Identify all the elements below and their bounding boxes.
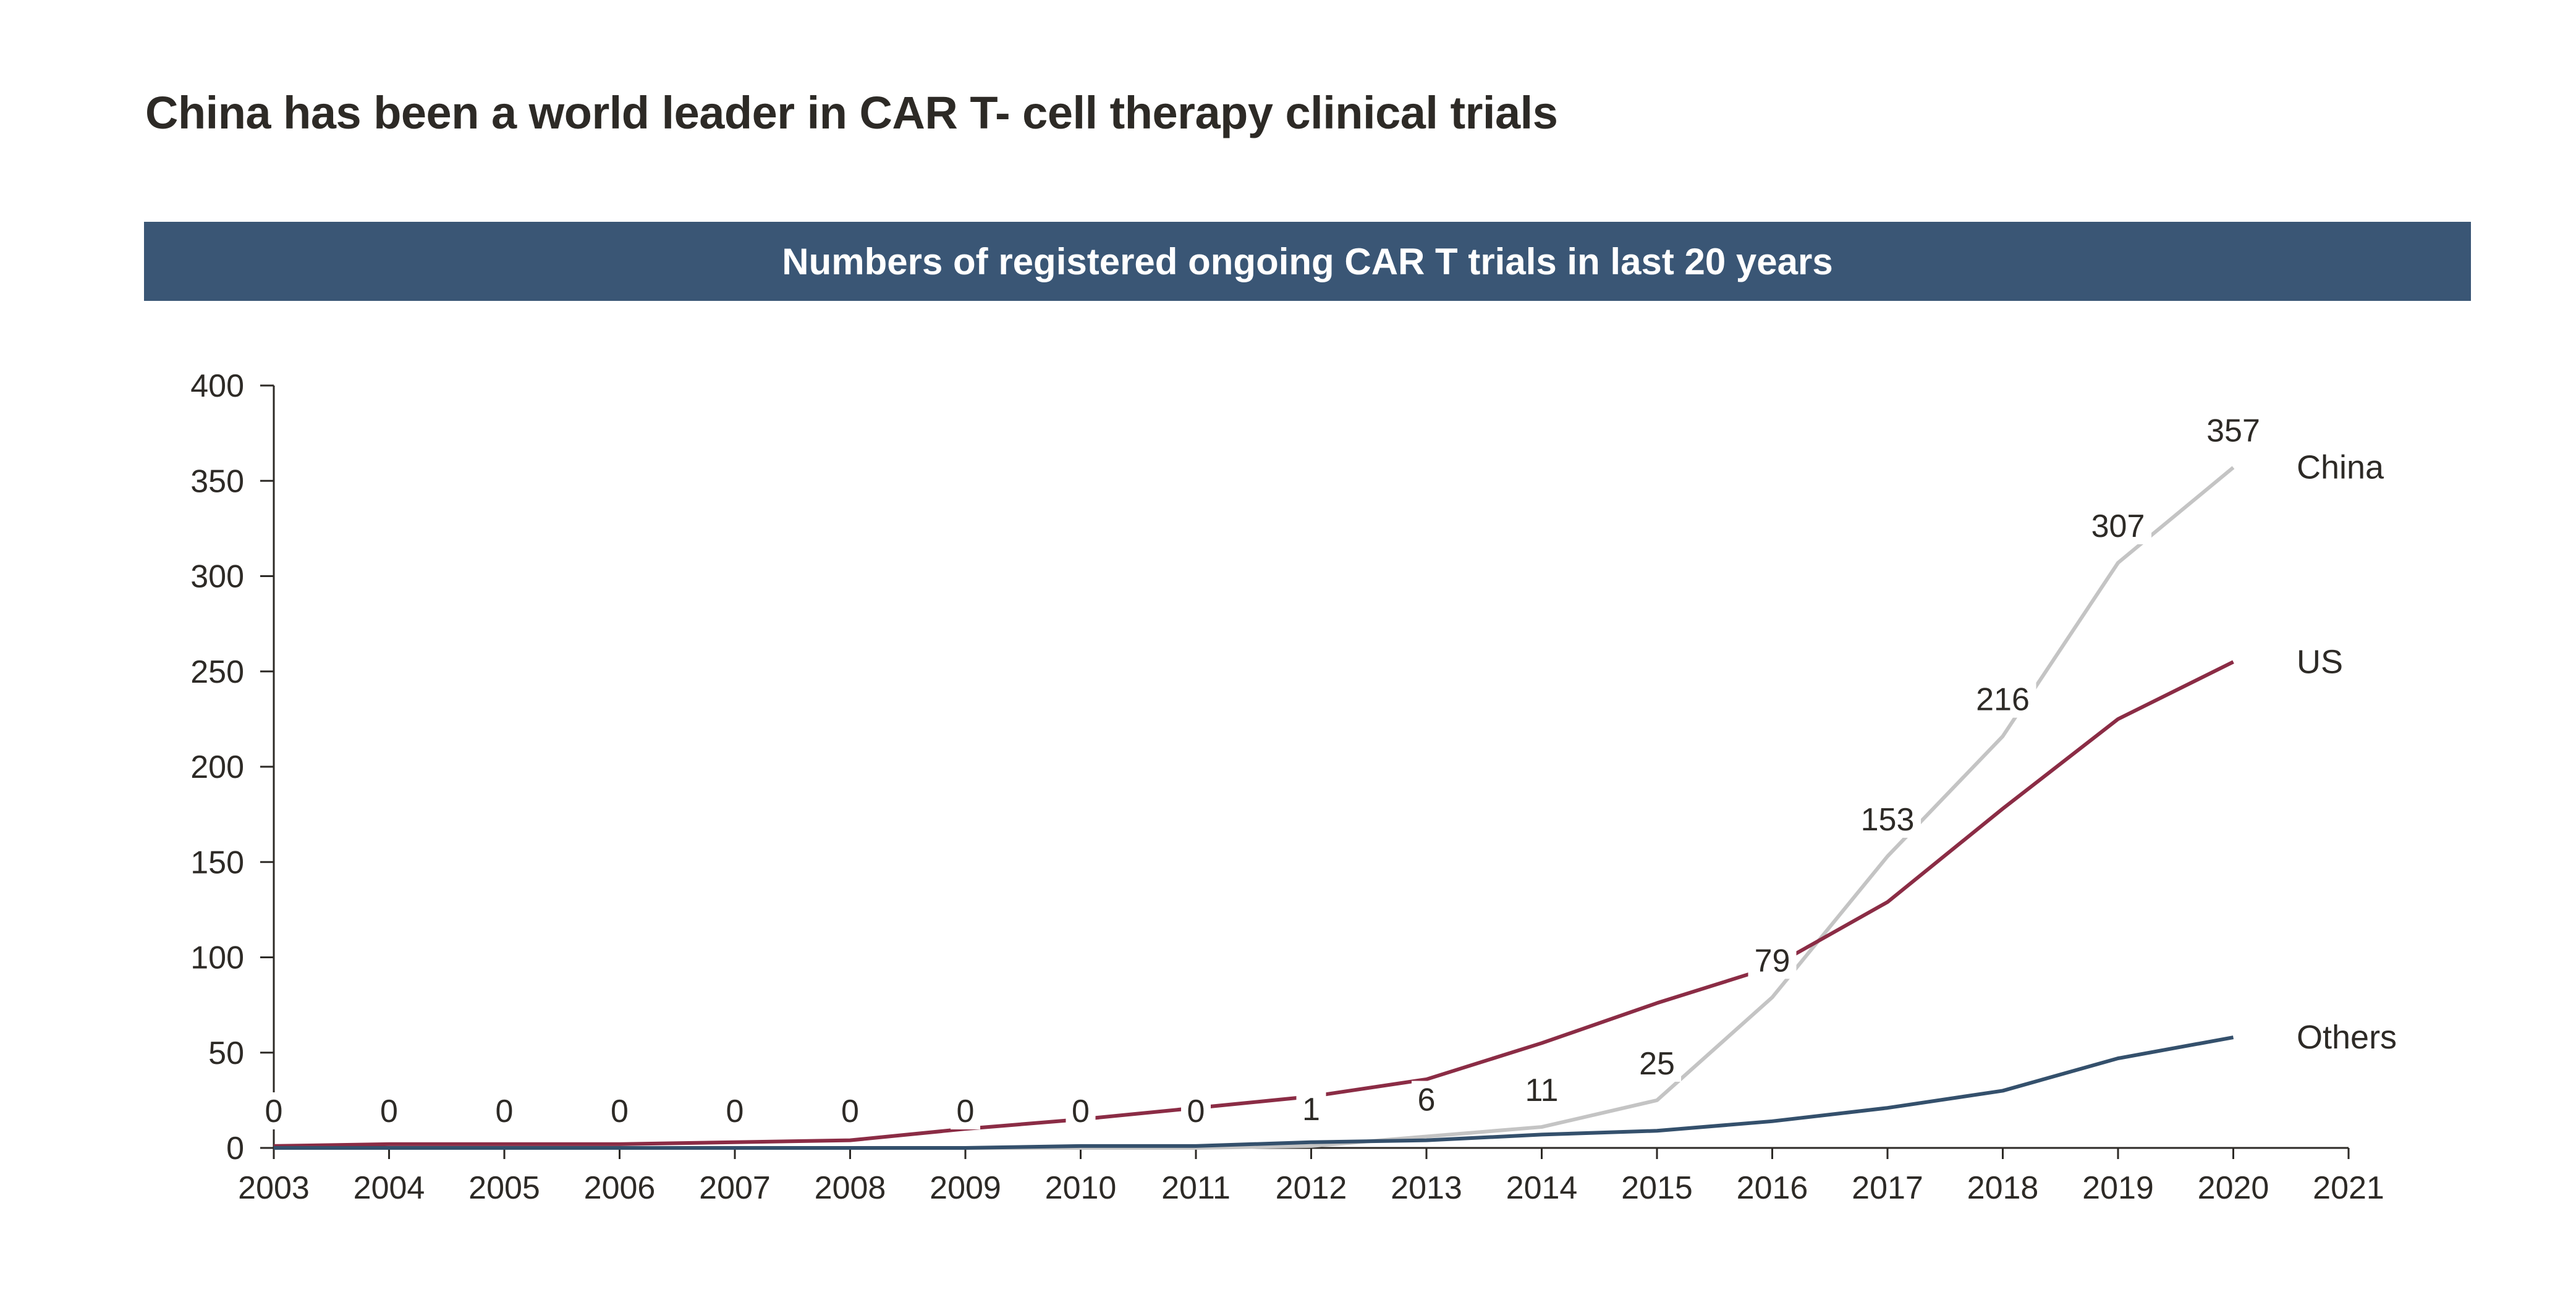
page-title: China has been a world leader in CAR T- … — [145, 87, 1558, 138]
y-tick-label: 250 — [190, 654, 244, 690]
y-tick-label: 300 — [190, 559, 244, 595]
data-label-background — [489, 1092, 519, 1129]
y-tick-label: 350 — [190, 463, 244, 499]
x-tick-label: 2020 — [2198, 1170, 2269, 1206]
x-tick-label: 2004 — [354, 1170, 425, 1206]
series-label-china: China — [2297, 449, 2384, 486]
x-tick-label: 2018 — [1967, 1170, 2039, 1206]
x-tick-label: 2011 — [1161, 1170, 1231, 1206]
x-tick-label: 2009 — [930, 1170, 1001, 1206]
x-tick-label: 2005 — [468, 1170, 540, 1206]
x-tick-label: 2021 — [2313, 1170, 2384, 1206]
data-label-background — [2085, 507, 2151, 544]
data-label: 0 — [1187, 1094, 1205, 1129]
data-label-background — [1633, 1044, 1681, 1082]
x-tick-label: 2015 — [1621, 1170, 1693, 1206]
data-label-background — [1296, 1090, 1326, 1128]
data-label-background — [259, 1092, 289, 1129]
x-tick-label: 2012 — [1276, 1170, 1347, 1206]
y-tick-label: 100 — [190, 940, 244, 976]
data-label: 0 — [611, 1094, 629, 1129]
data-label: 6 — [1418, 1082, 1436, 1118]
x-tick-label: 2007 — [699, 1170, 771, 1206]
x-tick-label: 2008 — [815, 1170, 886, 1206]
series-label-others: Others — [2297, 1019, 2397, 1056]
data-label: 1 — [1302, 1092, 1320, 1128]
series-line-us — [273, 660, 2234, 1148]
data-label-background — [1181, 1092, 1211, 1129]
x-tick-label: 2014 — [1506, 1170, 1578, 1206]
series-line-others — [274, 1035, 2234, 1150]
data-label-background — [835, 1092, 865, 1129]
series-line-china — [274, 466, 2235, 1150]
data-label: 0 — [496, 1094, 514, 1129]
chart-title: Numbers of registered ongoing CAR T tria… — [782, 240, 1833, 282]
data-label-background — [1748, 942, 1797, 979]
x-tick-label: 2016 — [1737, 1170, 1808, 1206]
x-tick-label: 2017 — [1852, 1170, 1923, 1206]
data-label: 11 — [1525, 1073, 1559, 1108]
y-tick-label: 50 — [208, 1035, 244, 1071]
data-label-background — [1854, 800, 1921, 838]
data-label: 357 — [2206, 413, 2260, 449]
data-label-background — [720, 1092, 750, 1129]
x-tick-label: 2003 — [238, 1170, 310, 1206]
data-label-background — [1412, 1081, 1441, 1118]
data-label: 0 — [957, 1094, 975, 1129]
data-label-background — [1066, 1092, 1096, 1129]
data-label-background — [604, 1092, 635, 1129]
data-label: 0 — [841, 1094, 859, 1129]
data-label: 153 — [1861, 802, 1915, 838]
chart-title-banner: Numbers of registered ongoing CAR T tria… — [144, 222, 2471, 301]
x-tick-label: 2006 — [584, 1170, 656, 1206]
data-label: 25 — [1639, 1046, 1675, 1082]
data-label: 0 — [726, 1094, 744, 1129]
data-label: 0 — [265, 1094, 283, 1129]
x-tick-label: 2019 — [2082, 1170, 2154, 1206]
data-label: 0 — [1072, 1094, 1090, 1129]
data-label: 216 — [1976, 682, 2030, 718]
y-tick-label: 150 — [190, 845, 244, 880]
data-label-background — [951, 1092, 980, 1129]
y-tick-label: 0 — [226, 1131, 244, 1166]
y-tick-label: 200 — [190, 749, 244, 785]
x-tick-label: 2013 — [1391, 1170, 1462, 1206]
y-tick-label: 400 — [190, 368, 244, 404]
data-label-background — [374, 1092, 404, 1129]
data-label-background — [1969, 680, 2036, 718]
series-label-us: US — [2297, 643, 2343, 680]
data-label-background — [1517, 1071, 1566, 1109]
data-label: 0 — [380, 1094, 398, 1129]
data-label-background — [2200, 411, 2267, 449]
data-label: 307 — [2091, 508, 2145, 544]
x-tick-label: 2010 — [1045, 1170, 1117, 1206]
data-label: 79 — [1755, 943, 1790, 979]
